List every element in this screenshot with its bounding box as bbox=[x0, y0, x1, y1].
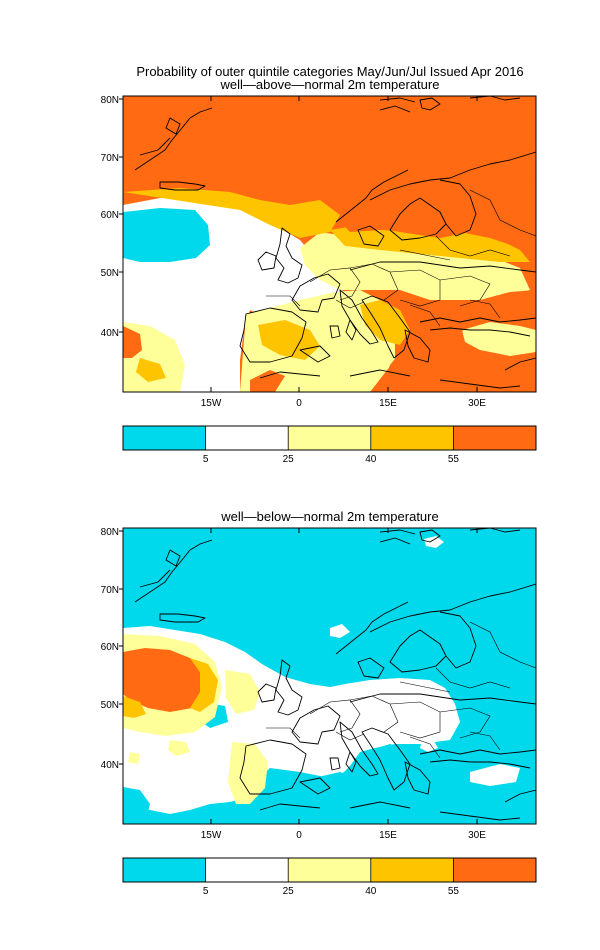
p2-frame bbox=[122, 527, 537, 825]
panel-1-subtitle: well—above—normal 2m temperature bbox=[220, 77, 440, 92]
p2-colorbar: 5 25 40 55 bbox=[122, 857, 537, 897]
p2-borders bbox=[266, 621, 536, 759]
p2-cyan-balkan bbox=[370, 744, 420, 772]
p2-lon-label: 30E bbox=[468, 830, 486, 841]
p2-cyan-med bbox=[318, 772, 356, 792]
p1-lat-label: 60N bbox=[101, 210, 119, 221]
p1-ticks bbox=[119, 96, 478, 392]
p2-orange-blob bbox=[123, 648, 202, 712]
p1-colorbar: 5 25 40 55 bbox=[122, 425, 537, 465]
p2-lat-label: 80N bbox=[101, 527, 119, 538]
colorbar-swatch bbox=[370, 858, 454, 882]
colorbar-swatch bbox=[205, 426, 289, 450]
colorbar-tick: 5 bbox=[203, 454, 209, 465]
p1-lat-label: 70N bbox=[101, 153, 119, 164]
p1-lon-label: 30E bbox=[468, 398, 486, 409]
p1-coastlines bbox=[134, 96, 536, 389]
colorbar-swatch bbox=[370, 426, 454, 450]
p2-lat-label: 60N bbox=[101, 642, 119, 653]
colorbar-tick: 5 bbox=[203, 886, 209, 897]
p1-frame bbox=[122, 95, 537, 393]
colorbar-swatch bbox=[453, 858, 536, 882]
p2-white-spot-3 bbox=[470, 764, 520, 786]
p2-lon-label: 15E bbox=[379, 830, 397, 841]
p2-white-spot-4 bbox=[424, 536, 444, 548]
p2-ticks bbox=[119, 528, 478, 824]
p1-lon-label: 15E bbox=[379, 398, 397, 409]
colorbar-swatch bbox=[205, 858, 289, 882]
colorbar-tick: 40 bbox=[365, 454, 377, 465]
p1-yellow-east bbox=[300, 232, 530, 300]
p1-borders bbox=[266, 189, 536, 327]
p2-light-orange-small bbox=[123, 696, 146, 718]
p2-yellow-iberia bbox=[228, 742, 268, 804]
colorbar-swatch bbox=[123, 858, 206, 882]
p1-light-orange-sw bbox=[136, 358, 166, 382]
colorbar-swatch bbox=[453, 426, 536, 450]
colorbar-tick: 25 bbox=[283, 454, 295, 465]
p2-yellow-coast bbox=[225, 670, 260, 714]
p1-orange-ne bbox=[340, 158, 536, 250]
colorbar-tick: 25 bbox=[283, 886, 295, 897]
p1-orange-sw bbox=[123, 326, 142, 358]
p2-lon-label: 0 bbox=[296, 830, 302, 841]
p2-lat-label: 50N bbox=[101, 700, 119, 711]
colorbar-swatch bbox=[123, 426, 206, 450]
p1-lon-label: 0 bbox=[296, 398, 302, 409]
p1-yellow-central bbox=[240, 290, 395, 392]
p1-light-orange-iberia bbox=[258, 320, 320, 360]
colorbar-swatch bbox=[288, 858, 371, 882]
p2-lat-label: 40N bbox=[101, 760, 119, 771]
panel-2-map: 80N 70N 60N 50N 40N 15W 0 15E 30E 5 25 4… bbox=[101, 527, 537, 897]
colorbar-tick: 55 bbox=[448, 454, 460, 465]
p1-lat-label: 50N bbox=[101, 268, 119, 279]
p2-yellow-small-2 bbox=[128, 752, 140, 764]
p2-yellow-small-1 bbox=[168, 740, 190, 756]
p1-cyan-region bbox=[123, 208, 210, 262]
p1-orange-east bbox=[380, 290, 536, 392]
p2-white-spot-1 bbox=[330, 624, 350, 638]
p2-light-orange-ring bbox=[190, 658, 218, 712]
colorbar-tick: 55 bbox=[448, 886, 460, 897]
panel-2-subtitle: well—below—normal 2m temperature bbox=[221, 509, 439, 524]
colorbar-swatch bbox=[288, 426, 371, 450]
p1-light-orange-north bbox=[123, 188, 340, 238]
p1-orange-south bbox=[250, 370, 285, 392]
p1-lon-label: 15W bbox=[201, 398, 222, 409]
colorbar-tick: 40 bbox=[365, 886, 377, 897]
p1-light-orange-balkan bbox=[360, 300, 410, 345]
p2-coastlines bbox=[134, 528, 536, 821]
p2-cyan-sw bbox=[123, 787, 150, 824]
p1-yellow-east-patch bbox=[462, 322, 536, 356]
figure-title: Probability of outer quintile categories… bbox=[136, 64, 524, 79]
p1-lat-label: 40N bbox=[101, 328, 119, 339]
p2-lat-label: 70N bbox=[101, 585, 119, 596]
p2-lon-label: 15W bbox=[201, 830, 222, 841]
p1-lat-label: 80N bbox=[101, 95, 119, 106]
panel-1-map: 80N 70N 60N 50N 40N 15W 0 15E 30E 5 25 4… bbox=[101, 95, 537, 465]
